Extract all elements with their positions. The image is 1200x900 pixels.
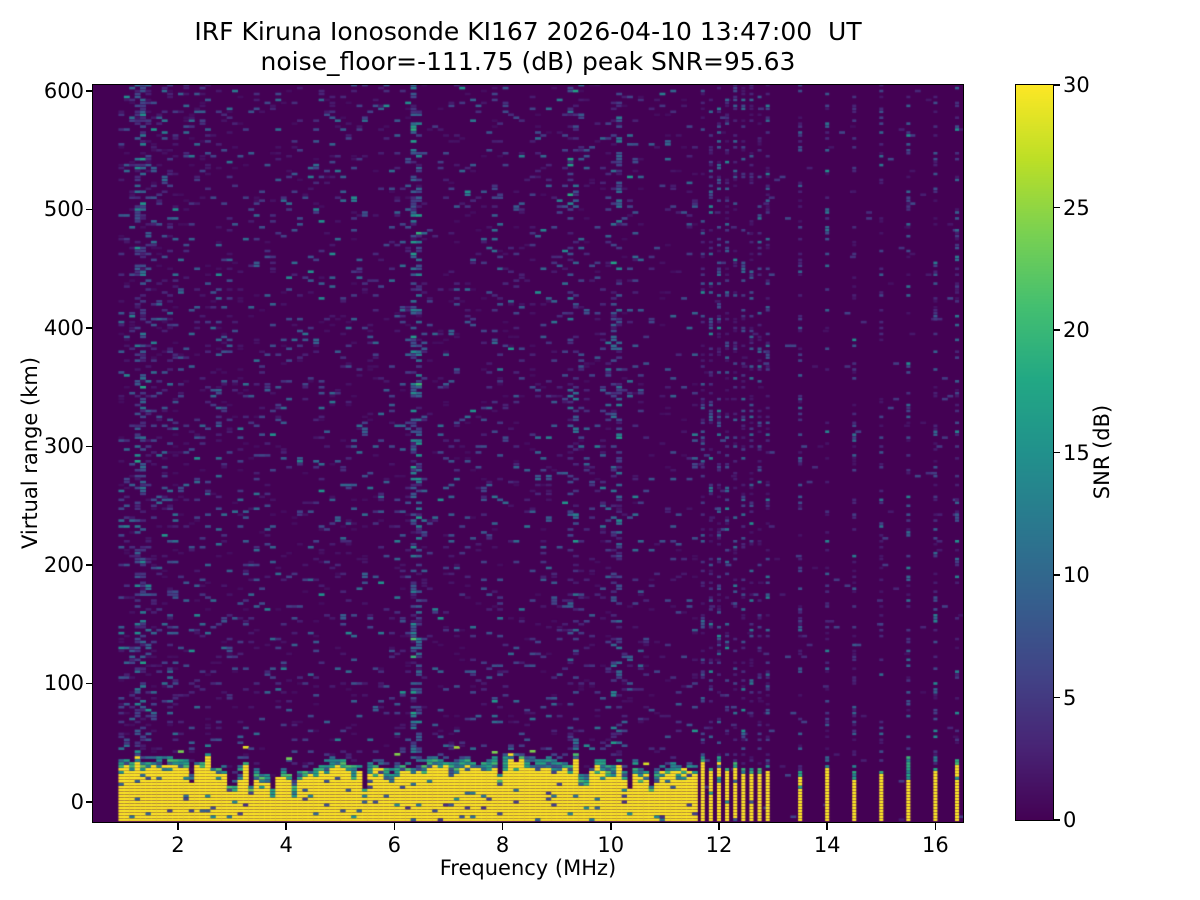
x-tick	[285, 822, 287, 830]
x-tick-label: 14	[813, 833, 841, 857]
y-tick-label: 600	[43, 78, 84, 103]
colorbar-tick	[1053, 696, 1060, 699]
x-tick-label: 4	[279, 833, 293, 857]
colorbar-tick	[1053, 329, 1060, 331]
x-tick	[934, 822, 937, 830]
x-tick-label: 6	[387, 833, 402, 857]
x-tick-label: 2	[171, 833, 185, 857]
colorbar-label: SNR (dB)	[1090, 404, 1114, 500]
colorbar-tick	[1053, 574, 1060, 576]
colorbar-tick-label: 0	[1063, 808, 1077, 832]
y-axis-label: Virtual range (km)	[18, 356, 42, 550]
y-tick	[85, 801, 93, 803]
y-tick-label: 400	[43, 315, 84, 340]
colorbar-canvas	[1016, 85, 1053, 820]
colorbar-tick-label: 20	[1063, 318, 1090, 342]
colorbar-tick	[1053, 451, 1060, 454]
y-tick	[85, 445, 93, 448]
x-tick	[177, 822, 179, 830]
y-tick-label: 500	[43, 197, 84, 222]
x-tick	[610, 822, 612, 830]
y-tick	[85, 90, 93, 92]
colorbar-tick-label: 30	[1063, 73, 1090, 97]
x-axis-label: Frequency (MHz)	[439, 856, 617, 880]
ionogram-heatmap-canvas	[93, 85, 963, 822]
colorbar-tick-label: 25	[1063, 195, 1090, 220]
colorbar-tick-label: 15	[1063, 440, 1090, 465]
colorbar-tick-label: 5	[1063, 685, 1077, 710]
colorbar-tick	[1053, 819, 1060, 821]
y-tick-label: 300	[43, 434, 84, 459]
x-tick	[718, 822, 720, 830]
y-tick	[85, 682, 93, 685]
x-tick-label: 16	[922, 833, 949, 857]
y-tick-label: 100	[43, 671, 84, 696]
colorbar-tick	[1053, 84, 1060, 86]
y-tick	[85, 564, 93, 566]
y-tick	[85, 327, 93, 329]
x-tick-label: 10	[597, 833, 625, 857]
chart-title-line2: noise_floor=-111.75 (dB) peak SNR=95.63	[260, 47, 796, 76]
colorbar-tick-label: 10	[1063, 563, 1090, 587]
x-tick	[826, 822, 828, 830]
x-tick-label: 12	[705, 833, 733, 857]
y-tick-label: 200	[43, 552, 84, 577]
colorbar-tick	[1053, 206, 1060, 209]
x-tick	[501, 822, 504, 830]
x-tick	[393, 822, 396, 830]
y-tick-label: 0	[70, 789, 84, 814]
chart-title-line1: IRF Kiruna Ionosonde KI167 2026-04-10 13…	[194, 17, 862, 46]
x-tick-label: 8	[495, 833, 510, 857]
y-tick	[85, 208, 93, 211]
